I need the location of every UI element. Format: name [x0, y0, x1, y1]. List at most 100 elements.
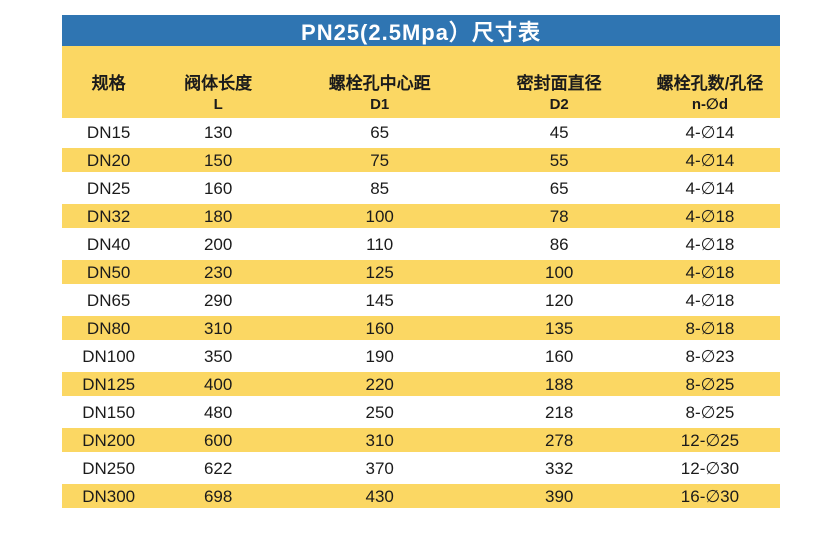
column-header-symbol: L — [213, 96, 223, 113]
column-header-symbol — [62, 95, 155, 115]
value-cell: 55 — [549, 150, 569, 170]
value-cell: 120 — [544, 290, 574, 310]
column-header-symbol: D1 — [370, 96, 390, 113]
value-cell: 4-∅18 — [685, 234, 735, 254]
spec-cell: DN40 — [86, 234, 131, 254]
table-row: DN50 230 125 100 4-∅18 — [62, 258, 780, 286]
spec-cell: DN300 — [82, 486, 136, 506]
value-cell: 16-∅30 — [680, 486, 740, 506]
value-cell: 160 — [203, 178, 233, 198]
column-header-symbol: D2 — [549, 96, 569, 113]
value-cell: 290 — [203, 290, 233, 310]
value-cell: 130 — [203, 122, 233, 142]
value-cell: 250 — [365, 402, 394, 422]
spec-cell: DN15 — [86, 122, 131, 142]
value-cell: 160 — [544, 346, 574, 366]
value-cell: 310 — [203, 318, 233, 338]
column-header: 螺栓孔中心距 D1 — [281, 72, 478, 115]
column-header: 螺栓孔数/孔径 n-∅d — [640, 72, 780, 115]
column-header-symbol: n-∅d — [691, 96, 729, 113]
table-title: PN25(2.5Mpa）尺寸表 — [301, 19, 541, 45]
table-row: DN80 310 160 135 8-∅18 — [62, 314, 780, 342]
value-cell: 600 — [203, 430, 233, 450]
table-row: DN200 600 310 278 12-∅25 — [62, 426, 780, 454]
value-cell: 4-∅14 — [685, 178, 735, 198]
value-cell: 480 — [203, 402, 233, 422]
value-cell: 4-∅14 — [685, 150, 735, 170]
column-header-label: 阀体长度 — [184, 74, 253, 93]
table-title-bar: PN25(2.5Mpa）尺寸表 — [62, 15, 780, 46]
column-header-label: 螺栓孔数/孔径 — [656, 74, 764, 93]
column-header: 密封面直径 D2 — [478, 72, 640, 115]
spec-cell: DN100 — [82, 346, 136, 366]
spec-cell: DN25 — [86, 178, 131, 198]
spec-cell: DN50 — [86, 262, 131, 282]
value-cell: 110 — [366, 234, 394, 254]
value-cell: 4-∅18 — [685, 290, 735, 310]
spec-cell: DN200 — [82, 430, 136, 450]
value-cell: 220 — [365, 374, 394, 394]
spec-cell: DN65 — [86, 290, 131, 310]
value-cell: 370 — [365, 458, 394, 478]
spec-cell: DN80 — [86, 318, 131, 338]
value-cell: 278 — [544, 430, 574, 450]
value-cell: 86 — [549, 234, 569, 254]
value-cell: 125 — [365, 262, 394, 282]
spec-cell: DN20 — [86, 150, 131, 170]
value-cell: 145 — [365, 290, 394, 310]
value-cell: 190 — [365, 346, 394, 366]
value-cell: 75 — [370, 150, 390, 170]
value-cell: 200 — [203, 234, 233, 254]
table-row: DN300 698 430 390 16-∅30 — [62, 482, 780, 510]
column-header-label: 密封面直径 — [516, 74, 602, 93]
spec-cell: DN32 — [86, 206, 131, 226]
table-row: DN100 350 190 160 8-∅23 — [62, 342, 780, 370]
value-cell: 8-∅18 — [685, 318, 735, 338]
table-row: DN250 622 370 332 12-∅30 — [62, 454, 780, 482]
spec-cell: DN125 — [82, 374, 136, 394]
column-header: 规格 — [62, 72, 155, 115]
value-cell: 4-∅18 — [685, 206, 735, 226]
value-cell: 12-∅30 — [680, 458, 740, 478]
column-header-label: 规格 — [91, 74, 126, 93]
value-cell: 85 — [370, 178, 390, 198]
column-header-label: 螺栓孔中心距 — [328, 74, 431, 93]
spec-cell: DN150 — [82, 402, 136, 422]
value-cell: 45 — [549, 122, 569, 142]
value-cell: 698 — [203, 486, 233, 506]
value-cell: 100 — [365, 206, 394, 226]
value-cell: 150 — [203, 150, 233, 170]
table-body: DN15 130 65 45 4-∅14 DN20 150 75 55 4-∅14 DN25 160 8… — [62, 118, 780, 510]
value-cell: 12-∅25 — [680, 430, 740, 450]
value-cell: 218 — [544, 402, 574, 422]
table-header-row: 规格 阀体长度 L 螺栓孔中心距 D1 密封面直径 D2 螺栓孔数/孔径 n-∅d — [62, 46, 780, 118]
value-cell: 430 — [365, 486, 394, 506]
value-cell: 135 — [544, 318, 574, 338]
table-row: DN150 480 250 218 8-∅25 — [62, 398, 780, 426]
table-row: DN65 290 145 120 4-∅18 — [62, 286, 780, 314]
table-row: DN20 150 75 55 4-∅14 — [62, 146, 780, 174]
value-cell: 100 — [544, 262, 574, 282]
spec-cell: DN250 — [82, 458, 136, 478]
value-cell: 180 — [203, 206, 233, 226]
value-cell: 4-∅14 — [685, 122, 735, 142]
value-cell: 400 — [203, 374, 233, 394]
value-cell: 65 — [370, 122, 390, 142]
value-cell: 8-∅25 — [685, 402, 735, 422]
value-cell: 78 — [549, 206, 569, 226]
table-row: DN25 160 85 65 4-∅14 — [62, 174, 780, 202]
table-row: DN32 180 100 78 4-∅18 — [62, 202, 780, 230]
table-row: DN40 200 110 86 4-∅18 — [62, 230, 780, 258]
value-cell: 390 — [544, 486, 574, 506]
value-cell: 350 — [203, 346, 233, 366]
table-row: DN125 400 220 188 8-∅25 — [62, 370, 780, 398]
value-cell: 4-∅18 — [685, 262, 735, 282]
value-cell: 160 — [365, 318, 394, 338]
value-cell: 230 — [203, 262, 233, 282]
value-cell: 622 — [203, 458, 233, 478]
value-cell: 332 — [544, 458, 574, 478]
value-cell: 310 — [365, 430, 394, 450]
value-cell: 8-∅23 — [685, 346, 735, 366]
column-header: 阀体长度 L — [155, 72, 281, 115]
